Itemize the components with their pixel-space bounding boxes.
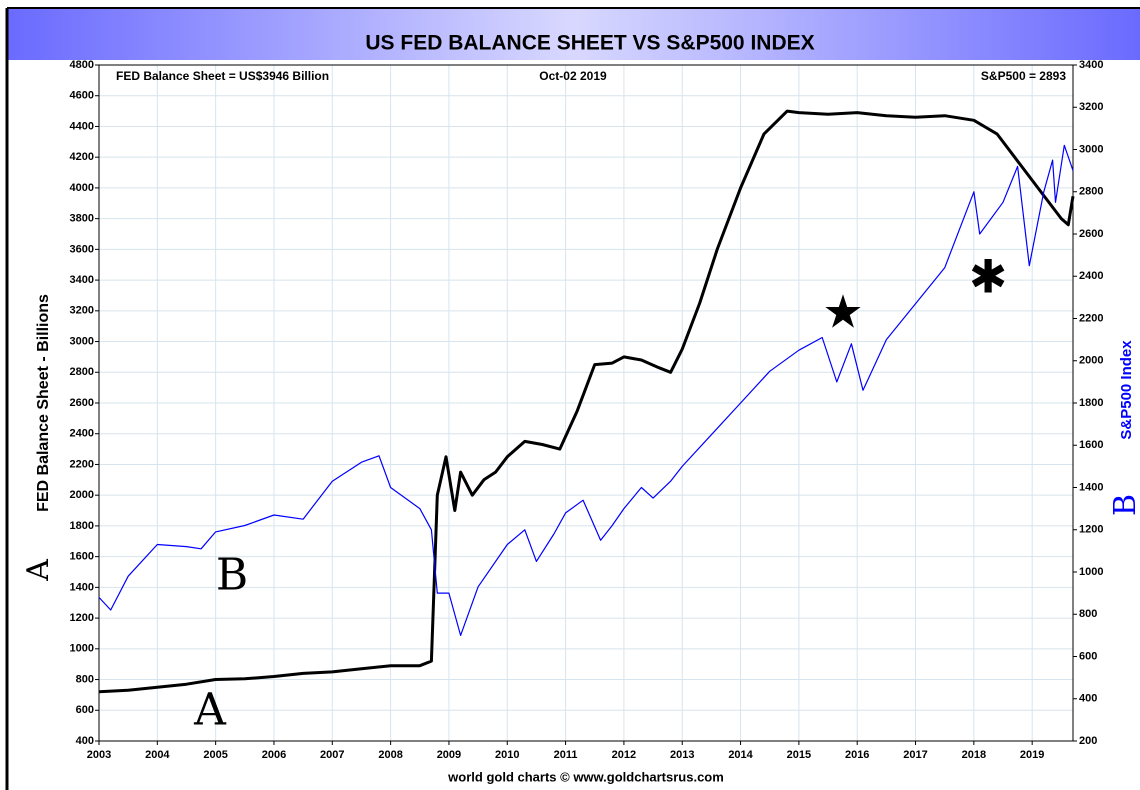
y-tick-label: 400: [76, 735, 94, 747]
y2-tick-label: 2200: [1079, 312, 1103, 324]
chart-title: US FED BALANCE SHEET VS S&P500 INDEX: [365, 32, 814, 55]
y2-tick-label: 2600: [1079, 228, 1103, 240]
x-tick-label: 2004: [145, 749, 170, 761]
y-tick-label: 4000: [70, 182, 94, 194]
y-tick-label: 2400: [70, 428, 94, 440]
y-axis-label: FED Balance Sheet - Billions: [35, 294, 52, 512]
y-tick-label: 2800: [70, 366, 94, 378]
y2-tick-label: 1400: [1079, 481, 1103, 493]
y-tick-label: 800: [76, 673, 94, 685]
y-tick-label: 2000: [70, 489, 94, 501]
y-tick-label: 3000: [70, 335, 94, 347]
x-tick-label: 2005: [203, 749, 227, 761]
series-line: [98, 109, 1075, 694]
x-tick-label: 2012: [612, 749, 636, 761]
x-tick-label: 2006: [262, 749, 286, 761]
y2-tick-label: 2400: [1079, 270, 1103, 282]
y-tick-label: 4800: [70, 59, 94, 71]
annotation: A: [21, 559, 56, 582]
annotation: B: [1108, 494, 1140, 516]
x-tick-label: 2003: [87, 749, 111, 761]
y-tick-label: 3800: [70, 213, 94, 225]
y2-tick-label: 400: [1079, 693, 1097, 705]
x-tick-label: 2015: [787, 749, 811, 761]
annotation: S&P500 = 2893: [981, 69, 1066, 83]
annotation: ★: [822, 285, 863, 339]
y2-tick-label: 3000: [1079, 143, 1103, 155]
x-tick-label: 2009: [437, 749, 461, 761]
x-tick-label: 2014: [728, 749, 753, 761]
x-tick-label: 2017: [903, 749, 927, 761]
y2-tick-label: 2000: [1079, 355, 1103, 367]
y-tick-label: 1200: [70, 612, 94, 624]
y2-tick-label: 200: [1079, 735, 1097, 747]
y-tick-label: 3600: [70, 243, 94, 255]
y2-tick-label: 3400: [1079, 59, 1103, 71]
y-tick-label: 2600: [70, 397, 94, 409]
series-line: [98, 144, 1074, 636]
title-bar: [7, 8, 1140, 60]
y-tick-label: 3200: [70, 305, 94, 317]
x-tick-label: 2016: [845, 749, 869, 761]
y2-tick-label: 3200: [1079, 101, 1103, 113]
x-tick-label: 2013: [670, 749, 694, 761]
y-tick-label: 2200: [70, 458, 94, 470]
y-tick-label: 3400: [70, 274, 94, 286]
y-tick-label: 4200: [70, 151, 94, 163]
y-tick-label: 4400: [70, 120, 94, 132]
footer: world gold charts © www.goldchartsrus.co…: [447, 769, 724, 784]
y2-tick-label: 800: [1079, 608, 1097, 620]
annotation: A: [193, 685, 227, 736]
x-tick-label: 2011: [554, 749, 578, 761]
plot-frame: [98, 64, 1074, 742]
annotation: ✱: [969, 250, 1008, 304]
y-tick-label: 1800: [70, 520, 94, 532]
x-tick-label: 2008: [378, 749, 402, 761]
y-tick-label: 1400: [70, 581, 94, 593]
y2-tick-label: 1000: [1079, 566, 1103, 578]
y2-axis-label: S&P500 Index: [1118, 340, 1135, 440]
x-tick-label: 2019: [1020, 749, 1044, 761]
plot-area: 400 600 800 1000 1200 1400 1600 1800 2000 2200 240…: [70, 59, 1104, 761]
y2-tick-label: 600: [1079, 650, 1097, 662]
y2-tick-label: 1600: [1079, 439, 1103, 451]
y-tick-label: 1000: [70, 643, 94, 655]
y2-tick-label: 1800: [1079, 397, 1103, 409]
y2-tick-label: 2800: [1079, 186, 1103, 198]
y-tick-label: 600: [76, 704, 94, 716]
y-tick-label: 4600: [70, 90, 94, 102]
x-tick-label: 2018: [962, 749, 986, 761]
annotation: Oct-02 2019: [539, 69, 607, 83]
annotation: FED Balance Sheet = US$3946 Billion: [116, 69, 329, 83]
x-tick-label: 2007: [320, 749, 344, 761]
y-tick-label: 1600: [70, 551, 94, 563]
x-tick-label: 2010: [495, 749, 519, 761]
y2-tick-label: 1200: [1079, 524, 1103, 536]
annotation: B: [216, 550, 248, 601]
